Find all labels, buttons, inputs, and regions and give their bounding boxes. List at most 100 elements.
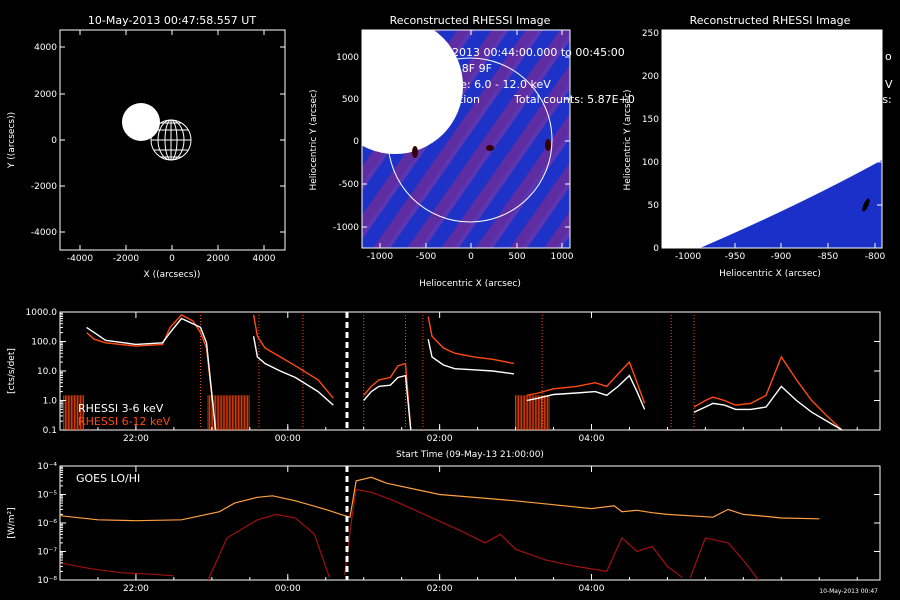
legend-rhessi-high: RHESSI 6-12 keV <box>78 415 171 428</box>
instrument-fov-disk <box>122 103 160 141</box>
x-tick-label: 500 <box>508 252 525 262</box>
y-tick-label: 0 <box>51 136 57 146</box>
y-tick-label: 50 <box>648 201 660 211</box>
plot-timestamp: 10-May-2013 00:47 <box>819 588 878 595</box>
x-tick-label: 04:00 <box>579 434 605 444</box>
series-line <box>693 355 843 430</box>
x-tick-label: 0 <box>169 254 175 264</box>
source-blob <box>862 198 870 212</box>
overlay-fragment: o <box>885 50 892 63</box>
x-tick-label: -850 <box>818 252 839 262</box>
x-tick-label: -1000 <box>675 252 701 262</box>
overlay-total-counts: Total counts: 5.87E+0 <box>513 93 635 106</box>
x-tick-label: -2000 <box>113 254 139 264</box>
panel-4-frame <box>59 311 881 431</box>
overlay-detectors: s: 7F 8F 9F <box>432 62 492 75</box>
x-tick-label: -900 <box>771 252 792 262</box>
panel-1-title: 10-May-2013 00:47:58.557 UT <box>88 14 256 27</box>
series-line <box>86 314 217 430</box>
solar-limb-circle <box>387 57 553 223</box>
x-tick-label: -950 <box>725 252 746 262</box>
x-tick-label: 0 <box>468 252 474 262</box>
x-tick-label: 1000 <box>551 252 574 262</box>
x-tick-label: 2000 <box>207 254 230 264</box>
panel-3-axes: -1000 -950 -900 -850 -800 250 200 150 100 50 0 <box>642 29 886 262</box>
x-tick-label: 02:00 <box>427 584 453 594</box>
y-tick-label: 200 <box>642 72 659 82</box>
goes-hi-line <box>689 537 759 580</box>
y-tick-label: 1.0 <box>43 397 58 407</box>
y-tick-label: -2000 <box>31 182 57 192</box>
panel-1-ylabel: Y ((arcsecs)) <box>7 112 17 169</box>
y-tick-label: 1000 <box>336 53 359 63</box>
panel-5-ylabel: [W/m²] <box>7 507 17 538</box>
panel-4-ylabel: [cts/s/det] <box>7 348 17 394</box>
panel-2-xlabel: Heliocentric X (arcsec) <box>419 279 521 289</box>
panel-4-plot-area <box>63 312 843 430</box>
panel-2-title: Reconstructed RHESSI Image <box>390 14 551 27</box>
y-tick-label: 100 <box>642 158 659 168</box>
goes-lo-line <box>60 476 820 522</box>
y-tick-label: 0.1 <box>43 426 57 436</box>
panel-5-axes: 22:00 00:00 02:00 04:00 10⁻⁴ 10⁻⁵ 10⁻⁶ 10⁻⁷ 10⁻⁸ <box>37 462 880 594</box>
x-tick-label: -1000 <box>367 252 393 262</box>
x-tick-label: 4000 <box>253 254 276 264</box>
y-tick-label: 10⁻⁷ <box>37 548 57 558</box>
panel-3-frame <box>661 29 883 249</box>
x-tick-label: 22:00 <box>123 584 149 594</box>
y-tick-label: 10⁻⁶ <box>37 519 57 529</box>
goes-hi-line <box>207 513 331 580</box>
series-line <box>86 317 217 430</box>
series-line <box>252 314 334 399</box>
y-tick-label: 10⁻⁸ <box>37 576 57 586</box>
sun-grid-globe <box>150 119 192 161</box>
x-tick-label: 04:00 <box>579 584 605 594</box>
series-line <box>363 362 412 430</box>
y-tick-label: 10.0 <box>37 367 57 377</box>
panel-2-rhessi-image: Reconstructed RHESSI Image -1000 -500 0 500… <box>309 14 574 289</box>
panel-5-goes-lightcurve: 22:00 00:00 02:00 04:00 10⁻⁴ 10⁻⁵ 10⁻⁶ 10⁻⁷ 10⁻⁸… <box>7 462 881 595</box>
series-line <box>252 336 334 406</box>
panel-2-frame <box>361 29 571 249</box>
panel-3-xlabel: Heliocentric X (arcsec) <box>719 269 821 279</box>
overlay-time-range: -2013 00:44:00.000 to 00:45:00 <box>448 46 625 59</box>
y-tick-label: 10⁻⁴ <box>37 462 57 472</box>
overlay-fragment: ts: <box>878 93 892 106</box>
legend-goes: GOES LO/HI <box>76 472 140 485</box>
goes-hi-line <box>60 562 174 577</box>
overexposed-region <box>362 30 463 154</box>
series-line <box>526 374 646 410</box>
series-line <box>526 360 646 404</box>
y-tick-label: 1000.0 <box>26 308 58 318</box>
panel-4-rhessi-lightcurve: 22:00 00:00 02:00 04:00 1000.0 100.0 10.0 1.0 0.… <box>7 308 881 460</box>
series-line <box>363 374 412 430</box>
y-tick-label: 100.0 <box>31 338 57 348</box>
panel-5-frame <box>59 465 881 581</box>
y-tick-label: -500 <box>339 180 360 190</box>
y-tick-label: 4000 <box>34 43 57 53</box>
y-tick-label: -1000 <box>333 223 359 233</box>
series-line <box>427 339 515 375</box>
overlay-projection: rojection <box>432 93 480 106</box>
y-tick-label: 10⁻⁵ <box>37 491 57 501</box>
panel-1-axes: -4000 -2000 0 2000 4000 4000 2000 0 -2000 -4000 <box>31 30 285 264</box>
panel-1-locator: 10-May-2013 00:47:58.557 UT -4000 -2000 0 2… <box>7 14 286 280</box>
legend-rhessi-low: RHESSI 3-6 keV <box>78 402 164 415</box>
y-tick-label: 150 <box>642 115 659 125</box>
panel-3-rhessi-image-zoom: Reconstructed RHESSI Image -1000 -950 -900… <box>623 14 885 279</box>
source-blob <box>412 146 418 158</box>
x-tick-label: 22:00 <box>123 434 149 444</box>
goes-hi-line <box>344 488 683 579</box>
panel-5-plot-area <box>60 466 820 580</box>
source-blob <box>545 139 551 151</box>
panel-4-axes: 22:00 00:00 02:00 04:00 1000.0 100.0 10.0 1.0 0.… <box>26 308 880 444</box>
overlay-fragment: V <box>885 78 893 91</box>
x-tick-label: 02:00 <box>427 434 453 444</box>
y-tick-label: 2000 <box>34 90 57 100</box>
panel-4-xlabel: Start Time (09-May-13 21:00:00) <box>396 450 544 460</box>
panel-2-axes: -1000 -500 0 500 1000 1000 500 0 -500 -1000 <box>333 30 574 262</box>
y-tick-label: 250 <box>642 29 659 39</box>
panel-2-ylabel: Heliocentric Y (arcsec) <box>309 89 319 190</box>
overlay-energy-range: Range: 6.0 - 12.0 keV <box>432 78 551 91</box>
x-tick-label: 00:00 <box>275 584 301 594</box>
